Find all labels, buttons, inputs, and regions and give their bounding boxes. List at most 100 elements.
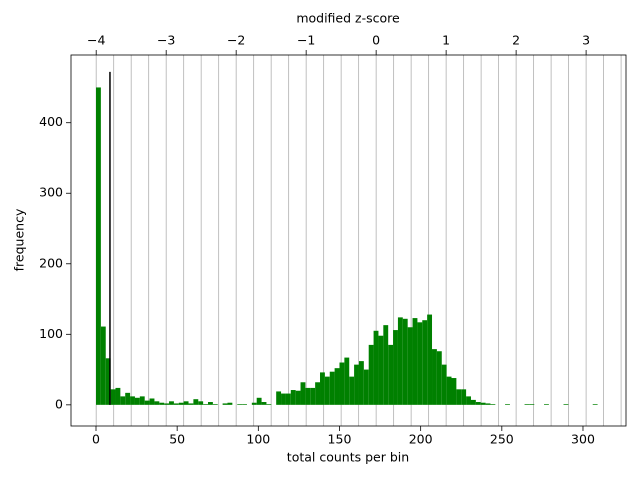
- bar: [339, 362, 345, 405]
- bar: [412, 318, 418, 405]
- bar: [451, 378, 457, 405]
- y-tick-label: 200: [39, 255, 63, 270]
- bar: [329, 371, 335, 405]
- x2-tick-label: 0: [372, 33, 380, 48]
- bar: [349, 376, 355, 405]
- bar: [480, 402, 486, 405]
- bar: [354, 364, 359, 405]
- bar: [164, 403, 170, 405]
- bar: [203, 404, 209, 405]
- bar: [407, 327, 413, 405]
- x-tick-label: 150: [328, 432, 352, 447]
- bar: [378, 335, 384, 405]
- bar: [417, 322, 423, 405]
- bar: [300, 382, 306, 405]
- bar: [592, 404, 598, 405]
- x2-tick-label: −2: [227, 33, 245, 48]
- x-tick-label: 200: [409, 432, 433, 447]
- bar: [544, 404, 549, 405]
- bar: [256, 397, 262, 405]
- bar: [397, 317, 403, 405]
- bar: [305, 387, 311, 405]
- bar: [441, 364, 447, 405]
- x2-tick-label: 3: [582, 33, 590, 48]
- bar: [315, 382, 321, 405]
- bar: [368, 344, 374, 405]
- bar: [100, 326, 106, 405]
- bar: [266, 404, 272, 405]
- bar: [324, 376, 330, 405]
- x2-tick-label: 2: [512, 33, 520, 48]
- bar: [295, 390, 301, 405]
- bar: [529, 404, 535, 405]
- x-axis-label: total counts per bin: [287, 450, 409, 465]
- bar: [290, 390, 296, 405]
- bar: [563, 404, 569, 405]
- bar: [120, 396, 126, 405]
- bar: [344, 357, 350, 405]
- bar: [402, 318, 408, 405]
- bar: [139, 396, 145, 405]
- bar: [95, 87, 101, 405]
- bar: [432, 349, 437, 405]
- x-tick-label: 250: [490, 432, 514, 447]
- y-tick-label: 0: [55, 396, 63, 411]
- bar: [388, 344, 394, 405]
- axes-frame: [70, 54, 627, 427]
- bar: [173, 403, 179, 405]
- bar: [383, 325, 389, 405]
- bar: [446, 376, 452, 405]
- bar: [251, 402, 257, 405]
- x2-tick-label: −4: [87, 33, 105, 48]
- bar: [183, 401, 189, 405]
- bar: [227, 402, 233, 405]
- bar: [242, 404, 247, 405]
- bar: [276, 391, 282, 405]
- y-tick-label: 300: [39, 185, 63, 200]
- bar: [134, 397, 140, 405]
- bar: [193, 399, 199, 405]
- bar: [456, 389, 462, 405]
- x-tick-label: 100: [246, 432, 270, 447]
- x-tick-label: 50: [169, 432, 185, 447]
- bar: [490, 404, 496, 405]
- bar: [125, 392, 131, 405]
- bar: [470, 399, 476, 405]
- bar: [222, 403, 228, 405]
- bar: [281, 393, 286, 405]
- bar: [237, 404, 243, 405]
- bar: [320, 372, 325, 405]
- bar: [188, 403, 194, 405]
- bar: [261, 402, 267, 405]
- bar: [115, 387, 121, 405]
- x-tick-label: 300: [571, 432, 595, 447]
- bar: [373, 330, 379, 405]
- bar: [524, 404, 530, 405]
- x2-tick-label: 1: [442, 33, 450, 48]
- bar: [310, 387, 316, 405]
- bar: [422, 320, 428, 405]
- bar: [208, 402, 213, 405]
- bar: [436, 351, 442, 405]
- bar: [159, 402, 165, 405]
- bar: [198, 401, 204, 405]
- bar: [144, 400, 150, 405]
- bar: [285, 393, 291, 405]
- bar: [475, 402, 481, 405]
- bar: [178, 402, 184, 405]
- y-tick-label: 400: [39, 114, 63, 129]
- bar: [393, 330, 398, 405]
- bar: [130, 396, 135, 405]
- bar: [358, 361, 364, 405]
- bar: [461, 389, 467, 405]
- bar: [466, 396, 471, 405]
- y-tick-label: 100: [39, 326, 63, 341]
- x2-tick-label: −1: [297, 33, 315, 48]
- bar: [105, 358, 111, 405]
- bar: [149, 398, 155, 405]
- bar: [334, 368, 340, 405]
- bar: [363, 369, 369, 405]
- bar: [485, 403, 491, 405]
- bar: [212, 404, 218, 405]
